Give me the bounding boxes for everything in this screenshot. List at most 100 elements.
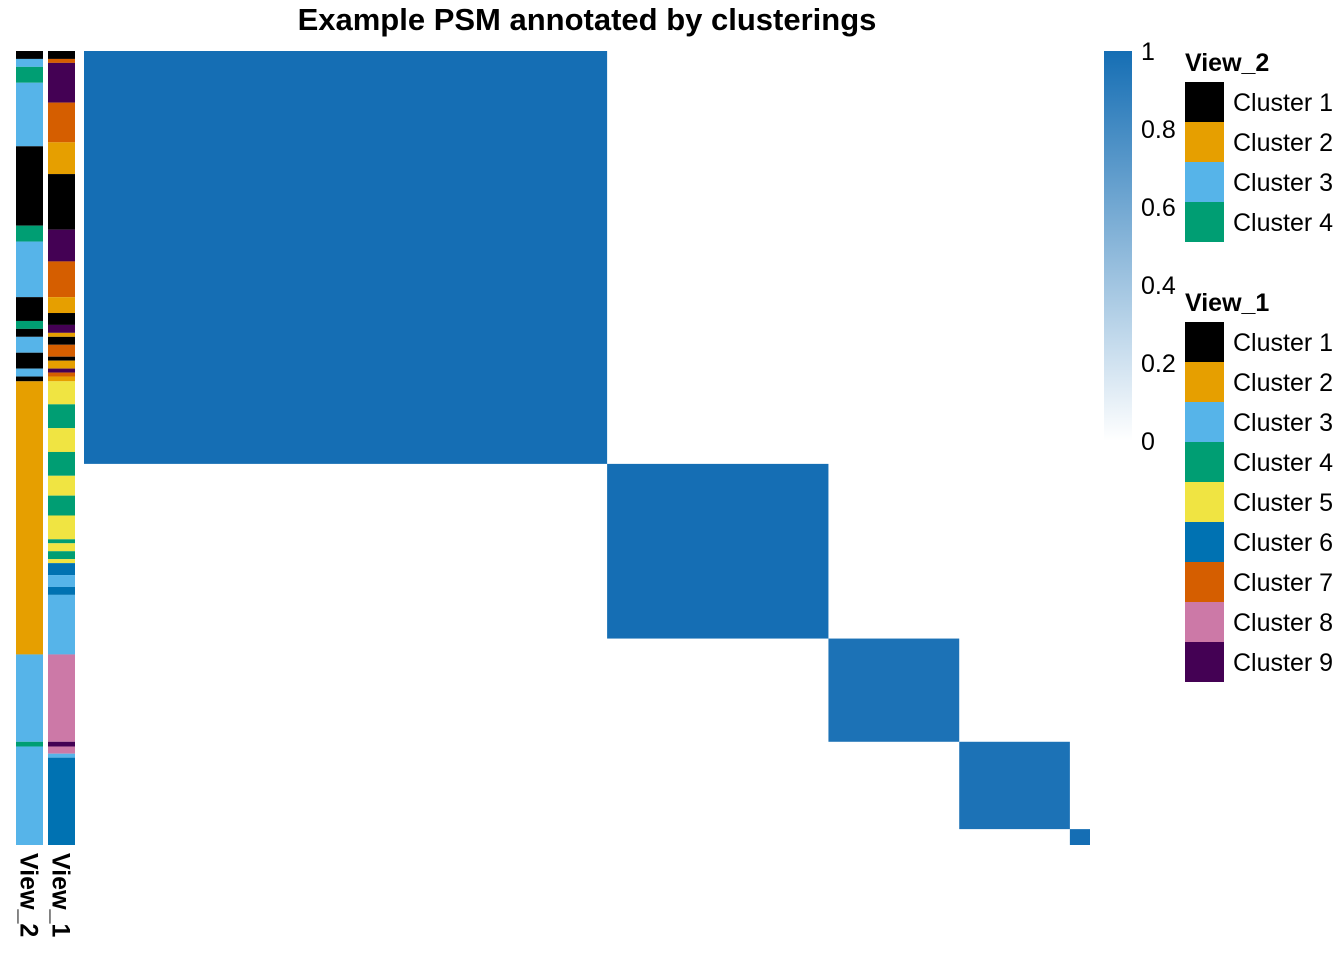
- annotation-cell: [16, 654, 43, 742]
- annotation-cell: [48, 174, 75, 230]
- annotation-cell: [48, 336, 75, 345]
- annotation-cell: [48, 495, 75, 516]
- legend-swatch: [1185, 442, 1224, 482]
- legend-label: Cluster 3: [1233, 409, 1333, 437]
- annotation-cell: [48, 51, 75, 59]
- annotation-cell: [48, 575, 75, 587]
- legend-swatch: [1185, 602, 1224, 642]
- legend-label: Cluster 2: [1233, 129, 1333, 157]
- annotation-cell: [48, 360, 75, 369]
- color-scale-legend: 1 0.8 0.6 0.4 0.2 0: [1104, 38, 1176, 456]
- legend-swatch: [1185, 162, 1224, 202]
- legend-swatch: [1185, 82, 1224, 122]
- annotation-cell: [48, 142, 75, 175]
- annotation-label-view_1: View_1: [47, 853, 75, 937]
- annotation-cell: [48, 376, 75, 382]
- annotation-cell: [48, 654, 75, 742]
- annotation-cell: [16, 320, 43, 329]
- legend-label: Cluster 6: [1233, 529, 1333, 557]
- color-scale-tick: 0.6: [1141, 194, 1176, 222]
- annotation-cell: [16, 328, 43, 337]
- annotation-cell: [48, 559, 75, 564]
- annotation-column-view_1: View_1: [47, 51, 75, 937]
- legend-title: View_1: [1185, 289, 1269, 317]
- annotation-cell: [48, 563, 75, 576]
- heatmap-block-3: [828, 638, 960, 742]
- legend-label: Cluster 8: [1233, 609, 1333, 637]
- legend-label: Cluster 1: [1233, 329, 1333, 357]
- legend-swatch: [1185, 362, 1224, 402]
- annotation-cell: [48, 58, 75, 63]
- annotation-cell: [48, 757, 75, 845]
- heatmap-block-2: [607, 463, 829, 639]
- legend-swatch: [1185, 202, 1224, 242]
- legend-swatch: [1185, 642, 1224, 682]
- annotation-cell: [16, 741, 43, 747]
- annotation-cell: [48, 372, 75, 377]
- legend-view_2: View_2 Cluster 1 Cluster 2 Cluster 3 Cluster…: [1185, 49, 1333, 242]
- color-scale-tick: 0.8: [1141, 116, 1176, 144]
- chart-title: Example PSM annotated by clusterings: [298, 2, 877, 37]
- legend-label: Cluster 2: [1233, 369, 1333, 397]
- annotation-cell: [16, 146, 43, 226]
- legend-label: Cluster 9: [1233, 649, 1333, 677]
- annotation-cell: [48, 753, 75, 758]
- annotation-cell: [48, 451, 75, 476]
- annotation-cell: [48, 102, 75, 143]
- heatmap-block-1: [84, 51, 608, 464]
- annotation-cell: [48, 551, 75, 560]
- annotation-cell: [16, 376, 43, 382]
- annotation-cell: [16, 58, 43, 67]
- annotation-cell: [48, 368, 75, 373]
- heatmap-matrix: [84, 51, 1090, 845]
- annotation-cell: [16, 241, 43, 298]
- annotation-cell: [48, 475, 75, 496]
- legend-label: Cluster 7: [1233, 569, 1333, 597]
- annotation-cell: [48, 344, 75, 357]
- annotation-cell: [48, 428, 75, 452]
- annotation-cell: [48, 381, 75, 405]
- legend-swatch: [1185, 322, 1224, 362]
- cluster-legends: View_2 Cluster 1 Cluster 2 Cluster 3 Cluster…: [1185, 49, 1333, 682]
- color-scale-tick: 0.2: [1141, 350, 1176, 378]
- annotation-cell: [48, 261, 75, 298]
- legend-swatch: [1185, 522, 1224, 562]
- annotation-cell: [48, 229, 75, 262]
- annotation-cell: [48, 297, 75, 314]
- annotation-cell: [16, 51, 43, 59]
- annotation-cell: [48, 594, 75, 655]
- color-scale-tick: 1: [1141, 38, 1155, 66]
- legend-label: Cluster 4: [1233, 209, 1333, 237]
- annotation-cell: [48, 539, 75, 544]
- annotation-cell: [48, 586, 75, 595]
- annotation-cell: [48, 332, 75, 337]
- annotation-cell: [48, 515, 75, 540]
- annotation-cell: [48, 404, 75, 429]
- annotation-cell: [16, 297, 43, 321]
- legend-label: Cluster 3: [1233, 169, 1333, 197]
- annotation-cell: [16, 225, 43, 242]
- legend-label: Cluster 5: [1233, 489, 1333, 517]
- annotation-column-view_2: View_2: [15, 51, 43, 937]
- annotation-cell: [16, 746, 43, 845]
- legend-swatch: [1185, 402, 1224, 442]
- legend-swatch: [1185, 122, 1224, 162]
- legend-view_1: View_1 Cluster 1 Cluster 2 Cluster 3 Cluster…: [1185, 289, 1333, 682]
- annotation-cell: [48, 313, 75, 325]
- annotation-cell: [16, 336, 43, 353]
- legend-title: View_2: [1185, 49, 1269, 77]
- annotation-cell: [48, 741, 75, 747]
- annotation-cell: [48, 324, 75, 333]
- annotation-cell: [16, 381, 43, 655]
- annotation-cell: [48, 62, 75, 103]
- legend-label: Cluster 1: [1233, 89, 1333, 117]
- color-scale-gradient: [1104, 51, 1132, 441]
- color-scale-tick: 0: [1141, 428, 1155, 456]
- color-scale-tick: 0.4: [1141, 272, 1176, 300]
- annotation-cell: [16, 82, 43, 147]
- annotation-cell: [16, 66, 43, 83]
- annotation-bars: View_2 View_1: [15, 51, 75, 937]
- annotation-cell: [48, 356, 75, 361]
- annotation-cell: [16, 368, 43, 377]
- legend-swatch: [1185, 482, 1224, 522]
